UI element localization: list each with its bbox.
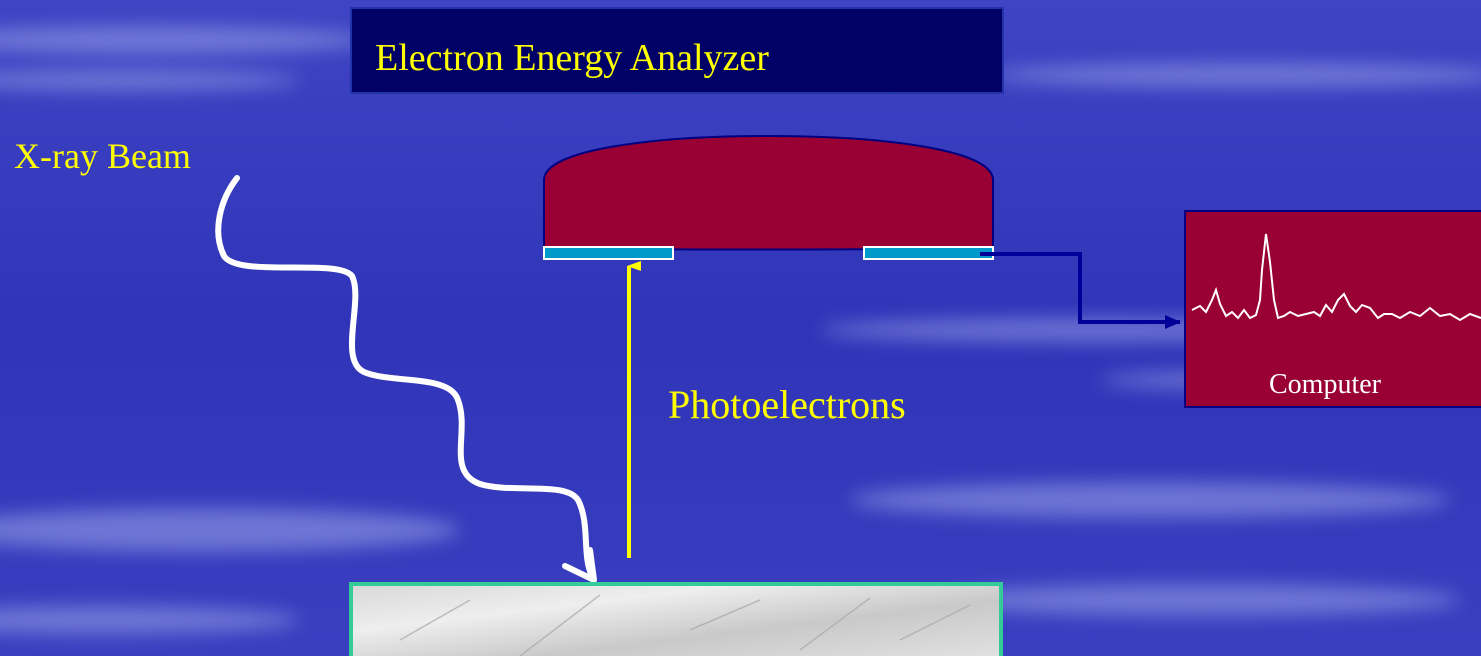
analyzer — [543, 134, 994, 251]
entrance-slit — [543, 246, 674, 260]
sample-texture — [399, 594, 971, 656]
electrons-label: Photoelectrons — [668, 382, 906, 427]
detector — [863, 246, 994, 260]
sample — [349, 582, 1003, 656]
beam-label: X-ray Beam — [14, 136, 191, 176]
xray-beam — [215, 175, 595, 579]
spectrum — [1191, 233, 1481, 322]
computer-label: Computer — [1269, 369, 1382, 400]
xray-arrowhead — [562, 547, 597, 583]
title: Electron Energy Analyzer — [375, 37, 769, 79]
title-box — [350, 7, 1004, 94]
signal-wire — [980, 252, 1181, 329]
